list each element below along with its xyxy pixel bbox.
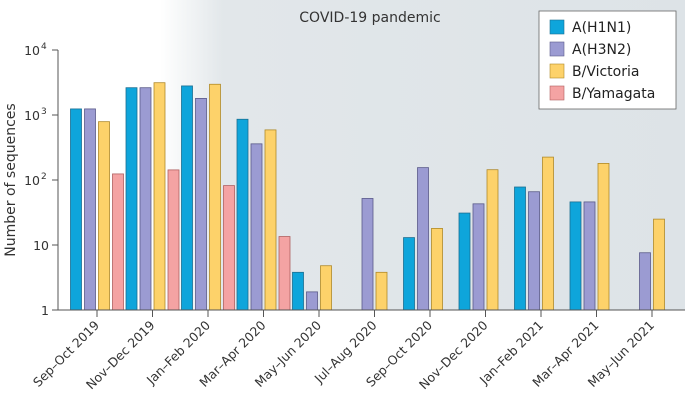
bar-a-h1n1 [403,237,415,311]
bar-b-victoria [597,163,610,311]
bar-a-h3n2 [417,167,429,311]
legend-label: A(H3N2) [572,42,631,58]
y-tick-label: 10 [24,108,40,123]
bar-b-victoria [653,218,665,311]
legend: A(H1N1) A(H3N2) B/Victoria B/Yamagata [538,10,677,110]
bar-a-h3n2 [306,291,318,311]
bar-b-victoria [264,129,277,311]
bar-a-h3n2 [583,201,596,311]
bar-b-victoria [486,169,499,311]
bar-b-yamagata [167,169,180,311]
bar-a-h3n2 [139,87,152,311]
bar-a-h1n1 [514,186,526,311]
bar-b-victoria [98,121,110,311]
bar-a-h3n2 [361,198,374,311]
bar-b-victoria [542,156,554,311]
bar-a-h1n1 [70,108,82,311]
bar-b-victoria [375,271,388,311]
bar-b-victoria [209,83,221,311]
bar-a-h1n1 [458,212,471,311]
legend-label: A(H1N1) [572,20,631,36]
legend-label: B/Victoria [572,64,639,80]
bar-a-h3n2 [195,98,207,311]
bar-a-h1n1 [569,201,582,311]
legend-swatch [549,85,565,101]
y-tick-exponent: 3 [41,107,47,117]
bar-b-yamagata [112,173,124,311]
bar-a-h1n1 [181,85,193,311]
bar-a-h1n1 [125,87,138,311]
bar-a-h3n2 [84,108,96,311]
y-tick-label: 10 [33,238,49,253]
legend-label: B/Yamagata [572,86,655,102]
bar-a-h1n1 [292,271,304,311]
y-tick-exponent: 4 [41,42,47,52]
bar-a-h1n1 [236,118,249,311]
bar-a-h3n2 [528,191,540,311]
legend-swatch [549,63,565,79]
y-tick-label: 10 [24,173,40,188]
bar-b-victoria [431,228,443,311]
bar-a-h3n2 [472,203,485,311]
y-tick-exponent: 2 [41,172,47,182]
legend-swatch [549,41,565,57]
bar-b-victoria [320,265,332,311]
bar-a-h3n2 [639,252,651,311]
y-tick-label: 10 [24,43,40,58]
bar-a-h3n2 [250,143,263,311]
pandemic-annotation: COVID-19 pandemic [299,10,440,26]
bar-b-yamagata [223,185,235,311]
bar-b-victoria [153,82,166,311]
y-tick-label: 1 [41,303,49,318]
y-axis-title: Number of sequences [3,103,19,256]
legend-swatch [549,19,565,35]
bar-b-yamagata [278,236,291,311]
